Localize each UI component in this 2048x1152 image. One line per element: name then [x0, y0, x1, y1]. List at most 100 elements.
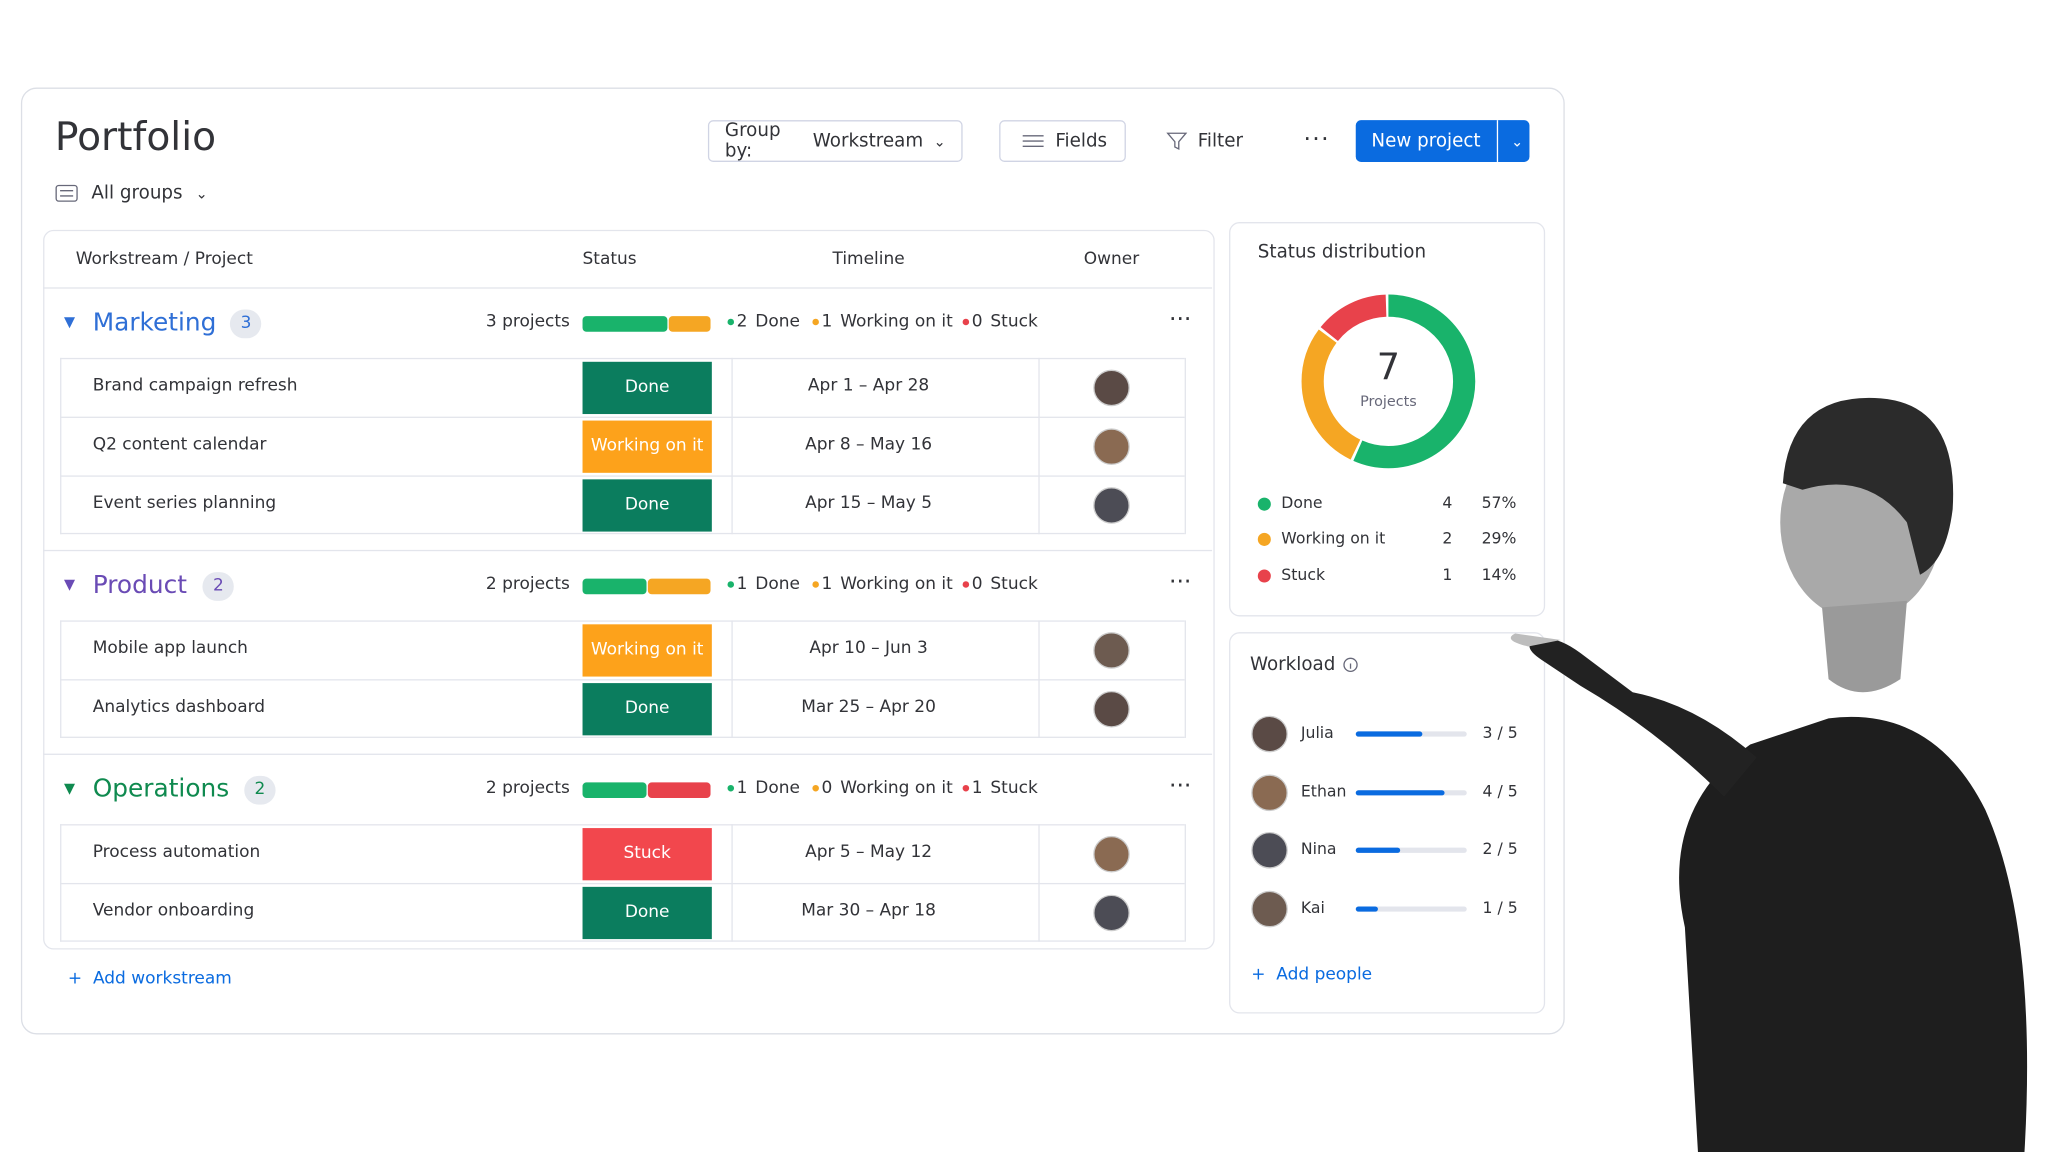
legend-dot — [1257, 569, 1271, 583]
summary-segment — [647, 578, 711, 595]
label: Group by: — [724, 120, 781, 162]
more-button[interactable]: ··· — [1303, 125, 1330, 153]
project-name: Process automation — [92, 842, 261, 863]
panel-title: Status distribution — [1257, 241, 1427, 263]
label: New project — [1371, 130, 1481, 152]
column-line — [1038, 357, 1040, 535]
group-by-button[interactable]: Group by: Workstream ⌄ — [707, 120, 963, 162]
group-menu[interactable]: ··· — [1168, 568, 1192, 596]
project-name: Q2 content calendar — [92, 434, 267, 455]
load-bar — [1355, 790, 1445, 796]
workload-header: Workload — [1250, 654, 1359, 675]
row-divider — [60, 882, 1185, 885]
status-cell[interactable]: Working on it — [582, 624, 712, 677]
project-name: Mobile app launch — [92, 638, 248, 659]
load-label: 4 / 5 — [1482, 782, 1518, 801]
summary-segment — [582, 782, 646, 799]
add-workstream[interactable]: + Add workstream — [67, 969, 232, 989]
column-header: Owner — [1083, 249, 1140, 270]
page-title: Portfolio — [54, 114, 217, 161]
capacity: 5 — [1507, 782, 1518, 801]
load-bar — [1355, 731, 1423, 737]
summary-dot — [812, 784, 819, 792]
icon — [1022, 135, 1044, 147]
person-avatar — [1251, 890, 1288, 928]
summary-segment — [582, 316, 668, 332]
status-cell[interactable]: Done — [582, 886, 712, 940]
legend-dot — [1257, 497, 1271, 511]
owner-avatar — [1093, 428, 1130, 465]
timeline: Apr 10 – Jun 3 — [809, 638, 928, 659]
summary-segment — [668, 316, 711, 332]
summary-dot — [962, 581, 970, 588]
summary-label: Stuck — [990, 574, 1038, 595]
summary-label: Working on it — [840, 574, 953, 595]
row-divider — [60, 416, 1185, 418]
new-project-button[interactable]: New project ⌄ — [1355, 120, 1530, 162]
legend-count: 1 — [1442, 565, 1453, 584]
group-count: 2 — [202, 572, 235, 601]
header-divider — [43, 287, 1213, 289]
summary-item: 1 Done — [727, 575, 800, 594]
person-avatar — [1251, 774, 1288, 812]
projects-label: 2 projects — [485, 574, 570, 595]
group-gap — [43, 753, 1213, 755]
donut-segment — [1301, 294, 1476, 469]
summary-count: 1 — [821, 574, 833, 595]
projects-label: 3 projects — [485, 312, 570, 332]
group-menu[interactable]: ··· — [1168, 771, 1192, 800]
load-label: 2 / 5 — [1482, 839, 1518, 859]
summary-item: 1 Working on it — [812, 574, 953, 595]
status-cell[interactable]: Done — [582, 479, 712, 532]
fields-button[interactable]: Fields — [999, 120, 1126, 162]
status-cell[interactable]: Done — [582, 683, 712, 736]
legend-percent: 29% — [1481, 528, 1517, 548]
owner-avatar — [1093, 632, 1130, 669]
summary-item: 1 Done — [727, 778, 800, 799]
column-header: Timeline — [832, 249, 905, 270]
capacity: 5 — [1507, 723, 1518, 742]
column-header: Status — [582, 249, 637, 270]
timeline: Apr 8 – May 16 — [805, 434, 933, 455]
summary-count: 1 — [821, 312, 833, 332]
filter-button[interactable]: Filter — [1166, 120, 1257, 162]
owner-avatar — [1093, 835, 1130, 873]
load: 3 — [1482, 723, 1493, 742]
summary-item: 0 Stuck — [962, 574, 1038, 595]
workload-panel — [1229, 632, 1546, 1014]
load: 2 — [1482, 839, 1493, 859]
group-menu[interactable]: ··· — [1168, 305, 1192, 334]
person-name: Julia — [1300, 723, 1334, 742]
summary-count: 2 — [736, 312, 748, 332]
label: Add people — [1276, 965, 1373, 985]
summary-dot — [812, 318, 819, 326]
summary-dot — [962, 784, 970, 792]
column-line — [1184, 824, 1186, 942]
status-cell[interactable]: Working on it — [582, 420, 712, 473]
label: Filter — [1197, 130, 1243, 152]
status-cell[interactable]: Stuck — [582, 828, 712, 881]
collapse-arrow: ▼ — [63, 779, 76, 797]
group-box — [60, 357, 1185, 535]
row-divider — [60, 475, 1185, 477]
summary-dot — [812, 581, 819, 588]
owner-avatar — [1093, 487, 1130, 524]
add-people[interactable]: + Add people — [1251, 965, 1373, 985]
row-divider — [60, 679, 1185, 681]
person-name: Ethan — [1300, 782, 1347, 801]
view-selector[interactable]: All groups ⌄ — [55, 183, 208, 204]
panel-title: Workload — [1249, 654, 1336, 676]
icon — [55, 184, 78, 202]
value: Workstream — [812, 130, 924, 152]
summary-label: Done — [755, 778, 800, 799]
legend-label: Done — [1281, 493, 1323, 512]
group-gap — [43, 549, 1213, 552]
project-name: Event series planning — [92, 493, 277, 514]
status-panel — [1229, 222, 1546, 617]
status-cell[interactable]: Done — [582, 361, 712, 415]
load-track — [1355, 906, 1467, 912]
projects-label: 2 projects — [485, 778, 570, 799]
donut-segment — [1301, 294, 1476, 469]
capacity: 5 — [1507, 839, 1518, 859]
summary-count: 0 — [971, 574, 983, 595]
